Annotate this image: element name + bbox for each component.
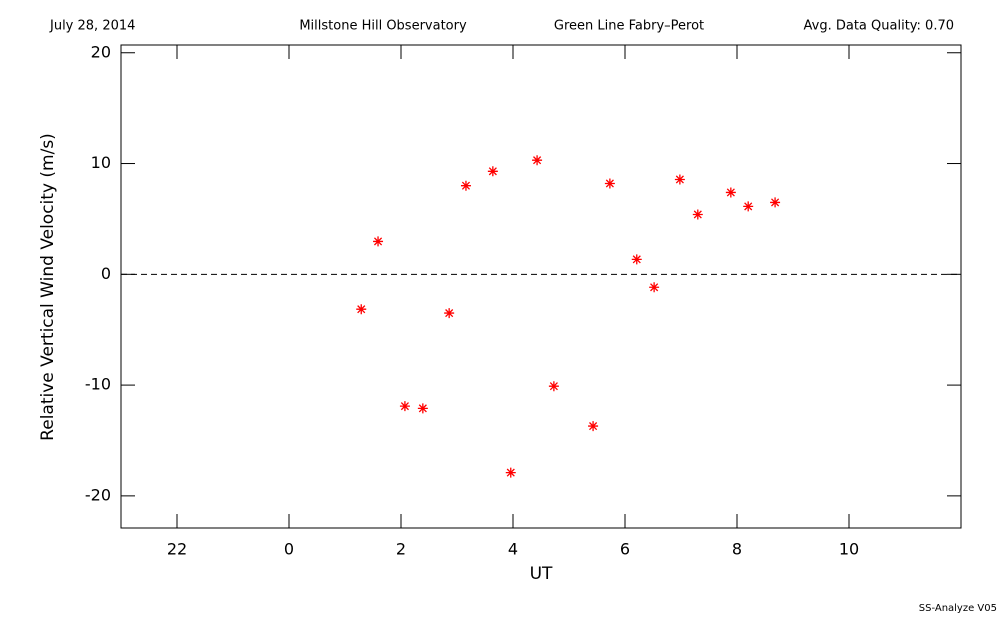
header-site: Millstone Hill Observatory: [299, 19, 467, 34]
x-tick-label: 4: [508, 540, 518, 559]
y-tick-label: -10: [85, 375, 111, 394]
header-quality: Avg. Data Quality: 0.70: [804, 19, 954, 34]
point: [487, 166, 498, 177]
x-tick-label: 0: [284, 540, 294, 559]
point: [417, 403, 428, 414]
point: [588, 421, 599, 432]
point: [373, 236, 384, 247]
x-axis-label: UT: [530, 564, 553, 584]
header-instrument: Green Line Fabry–Perot: [554, 19, 704, 34]
y-tick-label: 0: [101, 264, 111, 283]
point: [649, 282, 660, 293]
point: [460, 180, 471, 191]
header-date: July 28, 2014: [49, 19, 135, 34]
footer: SS-Analyze V05: [919, 603, 997, 614]
x-tick-label: 8: [732, 540, 742, 559]
point: [399, 401, 410, 412]
x-tick-label: 10: [839, 540, 859, 559]
point: [356, 304, 367, 315]
y-axis-label: Relative Vertical Wind Velocity (m/s): [38, 133, 58, 441]
point: [604, 178, 615, 189]
point: [743, 201, 754, 212]
plot-frame: [120, 44, 962, 529]
point: [631, 254, 642, 265]
point: [548, 381, 559, 392]
point: [532, 155, 543, 166]
x-tick-label: 22: [167, 540, 187, 559]
y-tick-label: 20: [91, 42, 111, 61]
x-tick-label: 2: [396, 540, 406, 559]
point: [770, 197, 781, 208]
y-tick-label: 10: [91, 153, 111, 172]
point: [444, 308, 455, 319]
x-tick-label: 6: [620, 540, 630, 559]
point: [692, 209, 703, 220]
y-tick-label: -20: [85, 485, 111, 504]
point: [674, 174, 685, 185]
point: [505, 467, 516, 478]
point: [725, 187, 736, 198]
